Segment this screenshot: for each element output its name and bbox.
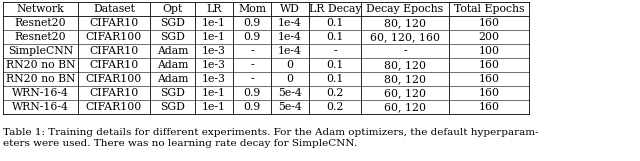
Text: 0.9: 0.9 <box>243 18 260 28</box>
Text: -: - <box>403 46 407 56</box>
Text: SGD: SGD <box>160 102 185 112</box>
Text: SGD: SGD <box>160 88 185 98</box>
Text: 0.1: 0.1 <box>326 32 344 42</box>
Text: 0.2: 0.2 <box>326 102 344 112</box>
Text: eters were used. There was no learning rate decay for SimpleCNN.: eters were used. There was no learning r… <box>3 139 357 148</box>
Text: CIFAR10: CIFAR10 <box>90 60 139 70</box>
Text: -: - <box>250 60 254 70</box>
Text: 1e-3: 1e-3 <box>202 74 226 84</box>
Text: 80, 120: 80, 120 <box>384 60 426 70</box>
Text: 1e-1: 1e-1 <box>202 102 226 112</box>
Text: Network: Network <box>17 4 65 14</box>
Text: 1e-1: 1e-1 <box>202 18 226 28</box>
Text: 5e-4: 5e-4 <box>278 102 302 112</box>
Text: Mom: Mom <box>238 4 266 14</box>
Text: 60, 120: 60, 120 <box>384 102 426 112</box>
Text: CIFAR10: CIFAR10 <box>90 18 139 28</box>
Text: 60, 120: 60, 120 <box>384 88 426 98</box>
Text: -: - <box>250 74 254 84</box>
Text: 1e-4: 1e-4 <box>278 46 302 56</box>
Text: 0: 0 <box>287 74 294 84</box>
Text: CIFAR10: CIFAR10 <box>90 46 139 56</box>
Text: SimpleCNN: SimpleCNN <box>8 46 73 56</box>
Text: 0.1: 0.1 <box>326 18 344 28</box>
Text: CIFAR10: CIFAR10 <box>90 88 139 98</box>
Text: -: - <box>250 46 254 56</box>
Text: 160: 160 <box>479 60 499 70</box>
Text: LR Decay: LR Decay <box>308 4 361 14</box>
Text: Resnet20: Resnet20 <box>15 18 67 28</box>
Text: 1e-3: 1e-3 <box>202 60 226 70</box>
Text: 5e-4: 5e-4 <box>278 88 302 98</box>
Text: 160: 160 <box>479 18 499 28</box>
Text: -: - <box>333 46 337 56</box>
Text: SGD: SGD <box>160 18 185 28</box>
Text: 0.9: 0.9 <box>243 102 260 112</box>
Text: 0.1: 0.1 <box>326 74 344 84</box>
Text: 100: 100 <box>479 46 499 56</box>
Text: 160: 160 <box>479 88 499 98</box>
Text: CIFAR100: CIFAR100 <box>86 32 142 42</box>
Text: 200: 200 <box>479 32 499 42</box>
Text: CIFAR100: CIFAR100 <box>86 74 142 84</box>
Text: 1e-4: 1e-4 <box>278 32 302 42</box>
Text: Table 1: Training details for different experiments. For the Adam optimizers, th: Table 1: Training details for different … <box>3 128 538 137</box>
Text: 80, 120: 80, 120 <box>384 74 426 84</box>
Text: RN20 no BN: RN20 no BN <box>6 60 76 70</box>
Text: 0.9: 0.9 <box>243 88 260 98</box>
Text: 160: 160 <box>479 102 499 112</box>
Text: 0.1: 0.1 <box>326 60 344 70</box>
Text: 1e-3: 1e-3 <box>202 46 226 56</box>
Text: 0: 0 <box>287 60 294 70</box>
Text: Opt: Opt <box>163 4 182 14</box>
Text: RN20 no BN: RN20 no BN <box>6 74 76 84</box>
Text: 1e-1: 1e-1 <box>202 32 226 42</box>
Text: Adam: Adam <box>157 46 188 56</box>
Text: SGD: SGD <box>160 32 185 42</box>
Text: 1e-1: 1e-1 <box>202 88 226 98</box>
Text: 1e-4: 1e-4 <box>278 18 302 28</box>
Text: Decay Epochs: Decay Epochs <box>367 4 444 14</box>
Text: 0.9: 0.9 <box>243 32 260 42</box>
Text: WRN-16-4: WRN-16-4 <box>12 88 69 98</box>
Text: WD: WD <box>280 4 300 14</box>
Text: Resnet20: Resnet20 <box>15 32 67 42</box>
Text: CIFAR100: CIFAR100 <box>86 102 142 112</box>
Text: 160: 160 <box>479 74 499 84</box>
Text: Adam: Adam <box>157 60 188 70</box>
Text: 0.2: 0.2 <box>326 88 344 98</box>
Text: 80, 120: 80, 120 <box>384 18 426 28</box>
Text: LR: LR <box>206 4 221 14</box>
Text: 60, 120, 160: 60, 120, 160 <box>370 32 440 42</box>
Text: Dataset: Dataset <box>93 4 135 14</box>
Text: WRN-16-4: WRN-16-4 <box>12 102 69 112</box>
Text: Adam: Adam <box>157 74 188 84</box>
Text: Total Epochs: Total Epochs <box>454 4 524 14</box>
